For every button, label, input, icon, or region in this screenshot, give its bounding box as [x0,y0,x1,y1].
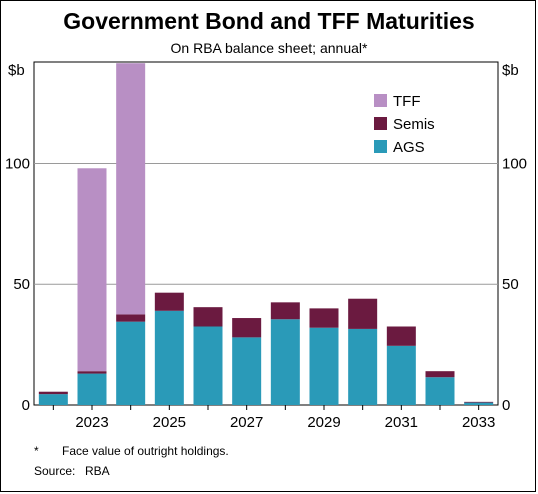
bar-tff-2023 [77,168,107,372]
bar-semis-2022 [38,391,68,395]
x-tick-label: 2027 [230,414,263,431]
bar-semis-2027 [232,318,262,338]
footnote-text: Face value of outright holdings. [62,444,229,458]
bar-semis-2023 [77,371,107,374]
legend-swatch-tff [374,94,387,107]
bar-ags-2023 [77,373,107,405]
legend-label-ags: AGS [393,139,425,156]
bar-ags-2022 [38,394,68,405]
legend-swatch-ags [374,140,387,153]
bar-semis-2030 [348,298,378,329]
bar-semis-2029 [309,308,339,328]
y-tick-label-left: 50 [13,276,30,293]
left-axis-unit: $b [8,62,25,79]
bar-semis-2025 [154,292,184,311]
source-text: RBA [85,464,110,478]
y-tick-label-left: 0 [22,397,30,414]
bar-ags-2024 [116,321,146,405]
chart-subtitle: On RBA balance sheet; annual* [170,40,368,56]
bar-semis-2033 [464,401,494,403]
plot-area [33,61,499,406]
bar-ags-2028 [270,319,300,405]
bar-ags-2025 [154,310,184,405]
y-tick-label-right: 0 [502,397,510,414]
bar-semis-2028 [270,302,300,320]
legend-swatch-semis [374,117,387,130]
x-tick-label: 2025 [153,414,186,431]
bar-ags-2026 [193,326,223,405]
bar-semis-2024 [116,314,146,322]
bar-ags-2032 [425,377,455,405]
y-tick-label-left: 100 [5,155,30,172]
bar-semis-2031 [386,326,416,346]
legend-label-tff: TFF [393,93,421,110]
right-axis-unit: $b [502,62,519,79]
bar-ags-2027 [232,337,262,405]
x-tick-label: 2031 [385,414,418,431]
y-tick-label-right: 100 [502,155,527,172]
x-tick-label: 2023 [75,414,108,431]
footnote-marker: * [34,444,39,458]
source-note: Source: RBA [34,464,110,478]
bar-semis-2032 [425,371,455,378]
bar-ags-2031 [386,345,416,405]
legend-label-semis: Semis [393,116,435,133]
bar-ags-2033 [464,402,494,405]
x-tick-label: 2029 [307,414,340,431]
y-tick-label-right: 50 [502,276,519,293]
chart-title: Government Bond and TFF Maturities [63,8,475,34]
bar-ags-2030 [348,328,378,405]
source-label: Source: [34,464,76,478]
bar-ags-2029 [309,327,339,405]
bar-tff-2024 [116,63,146,315]
footnote: * Face value of outright holdings. [34,444,229,458]
bar-semis-2026 [193,307,223,327]
x-tick-label: 2033 [462,414,495,431]
